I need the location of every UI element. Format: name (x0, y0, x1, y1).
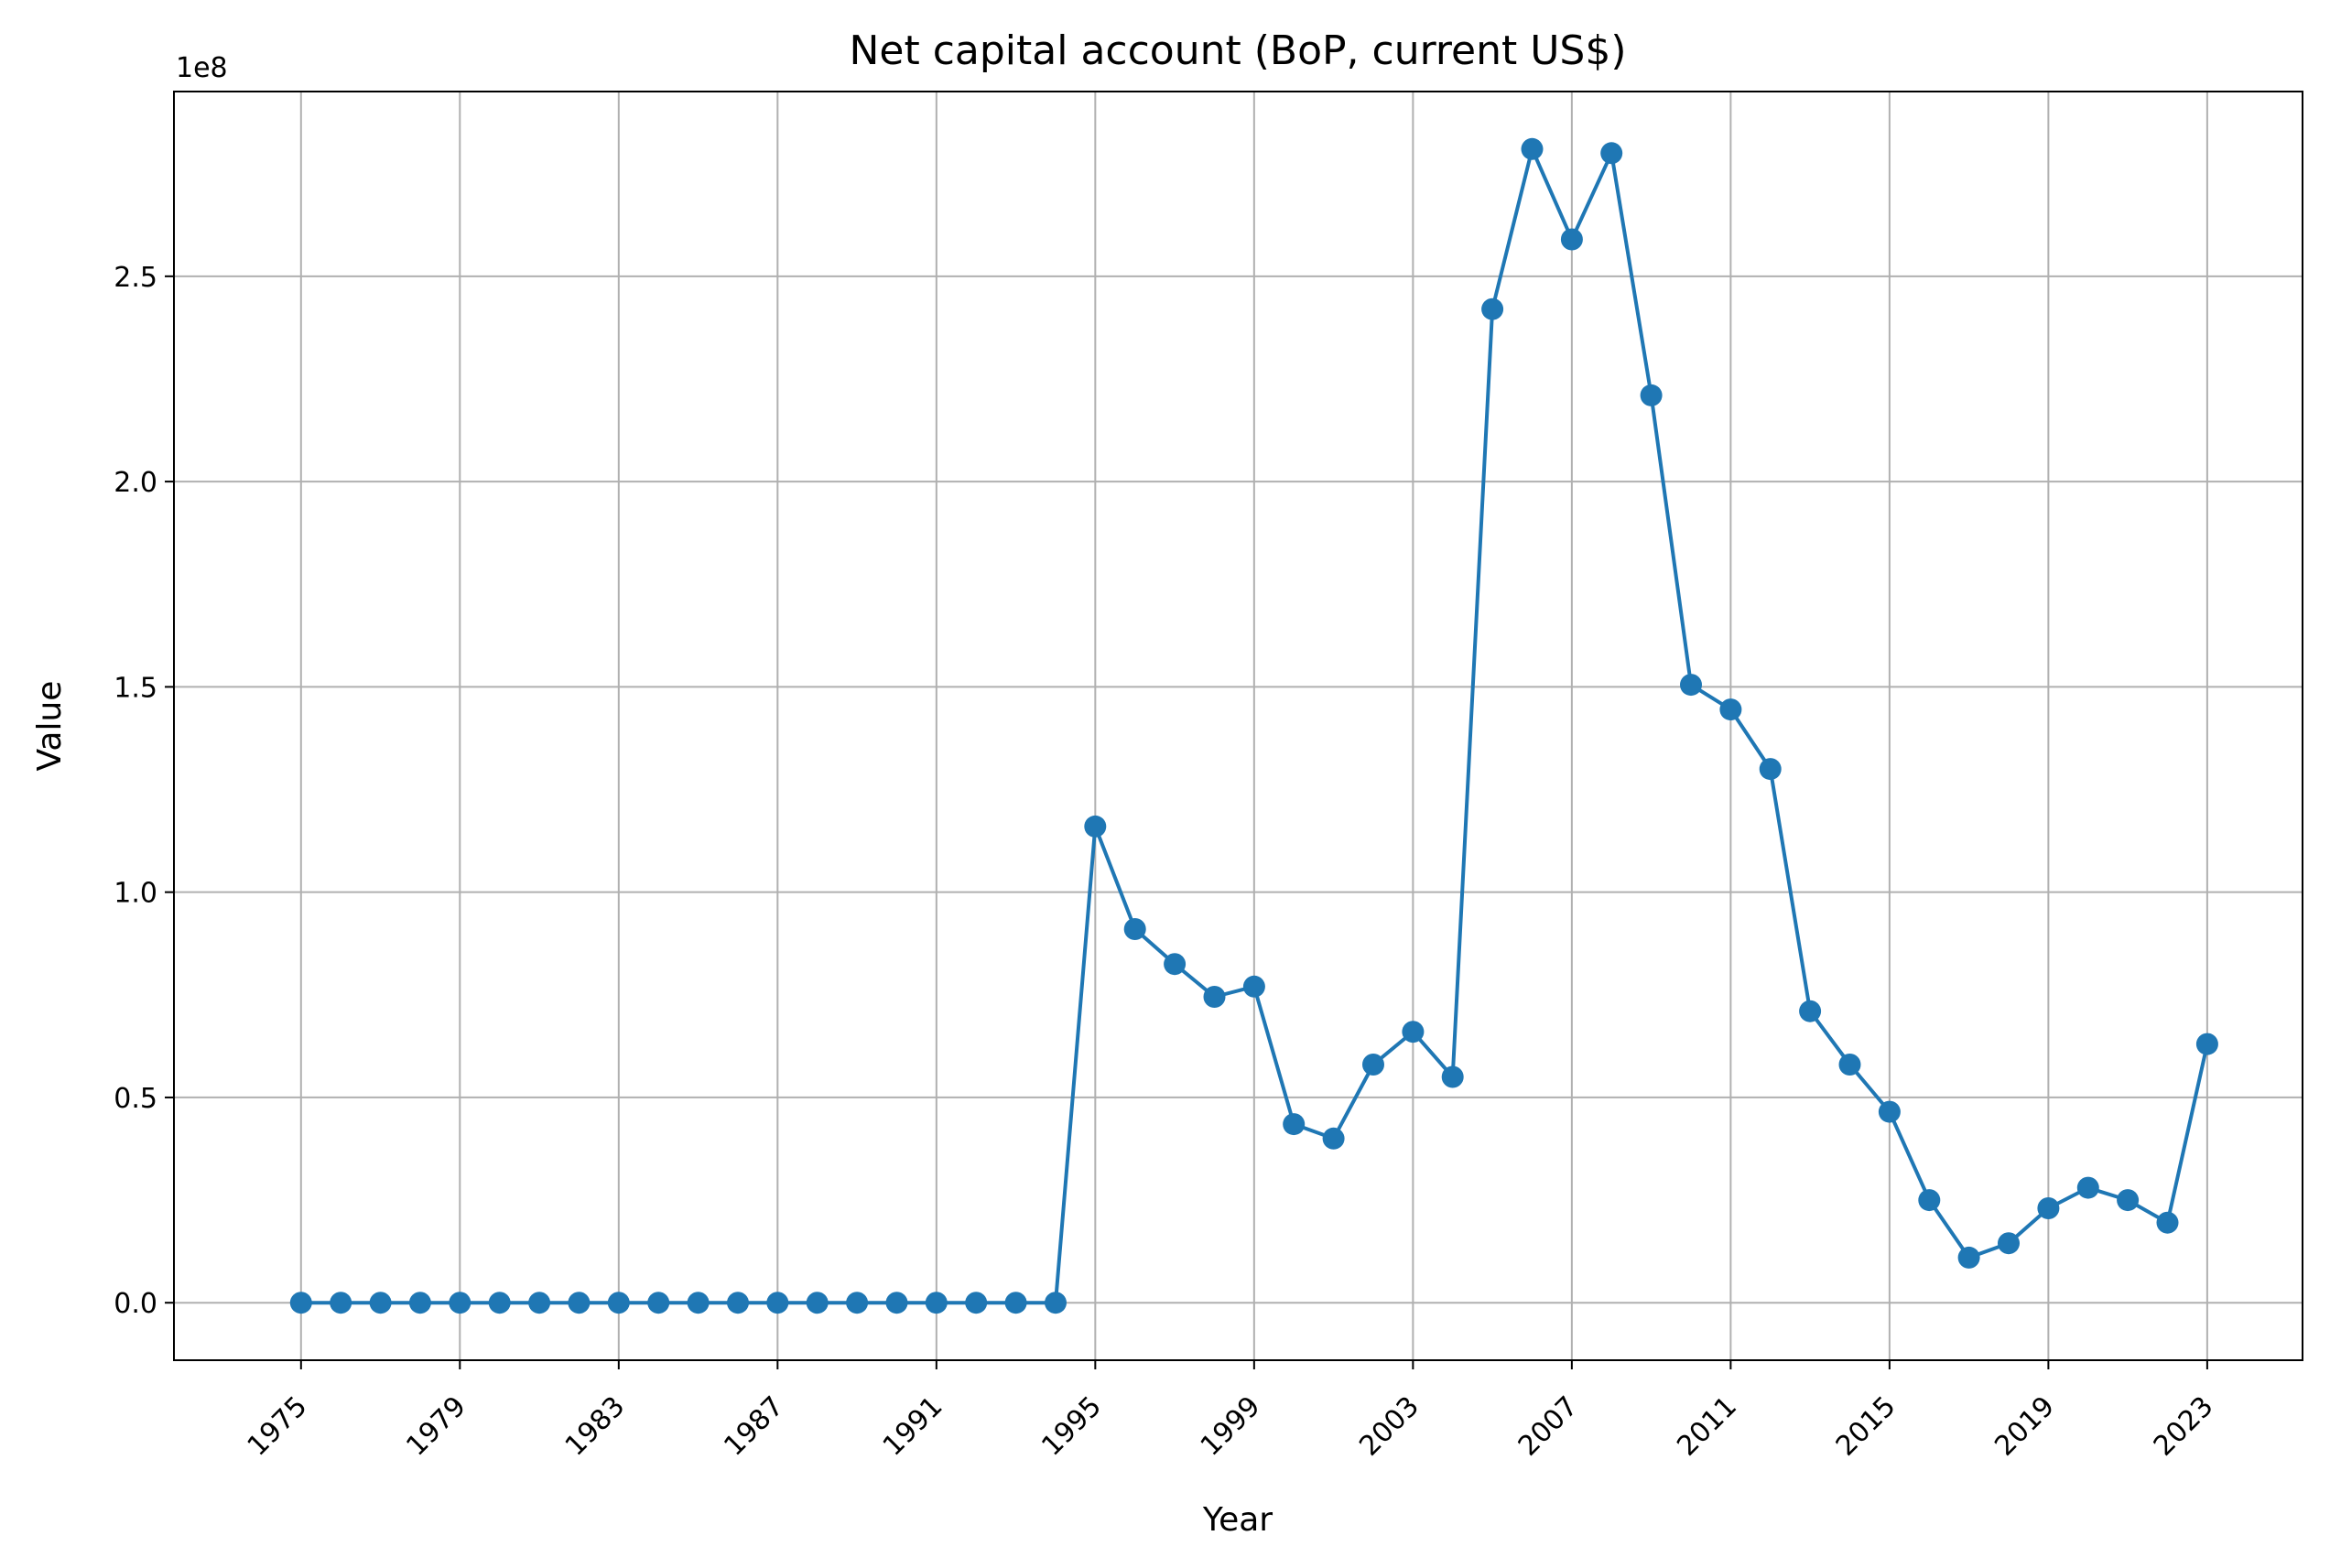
data-point (1957, 1246, 1980, 1269)
y-tick-label: 1.5 (114, 672, 157, 704)
data-point (1402, 1021, 1425, 1044)
data-point (2037, 1197, 2060, 1219)
plot-frame (173, 91, 2303, 1361)
data-point (1441, 1065, 1464, 1088)
data-point (1560, 228, 1583, 251)
y-tick-label: 1.0 (114, 878, 157, 910)
series (289, 137, 2218, 1314)
data-point (488, 1292, 511, 1314)
data-point (925, 1292, 948, 1314)
data-point (330, 1292, 352, 1314)
data-point (1283, 1113, 1306, 1136)
data-point (1322, 1127, 1345, 1150)
y-tick-label: 0.0 (114, 1288, 157, 1320)
data-point (766, 1292, 789, 1314)
data-point (1838, 1054, 1861, 1076)
data-point (1362, 1054, 1384, 1076)
data-point (1719, 698, 1742, 721)
data-point (846, 1292, 869, 1314)
grid (174, 92, 2303, 1360)
data-point (1084, 815, 1107, 838)
chart-title: Net capital account (BoP, current US$) (849, 27, 1626, 74)
y-offset-label: 1e8 (176, 52, 228, 84)
data-point (1998, 1232, 2020, 1255)
data-point (687, 1292, 710, 1314)
y-tick-label: 2.5 (114, 262, 157, 294)
data-point (528, 1292, 551, 1314)
data-point (1640, 384, 1663, 406)
data-point (965, 1292, 988, 1314)
data-point (568, 1292, 591, 1314)
data-point (2076, 1176, 2099, 1199)
data-point (1878, 1100, 1901, 1123)
data-point (1242, 975, 1265, 998)
data-point (289, 1292, 312, 1314)
y-tick-label: 0.5 (114, 1083, 157, 1115)
data-point (449, 1292, 471, 1314)
data-point (1759, 758, 1782, 781)
data-point (607, 1292, 630, 1314)
data-point (1004, 1292, 1027, 1314)
y-tick-label: 2.0 (114, 467, 157, 499)
data-point (885, 1292, 908, 1314)
data-point (727, 1292, 749, 1314)
data-point (1164, 953, 1187, 976)
data-point (1045, 1292, 1067, 1314)
data-point (1521, 137, 1544, 160)
x-axis-label: Year (1202, 1501, 1273, 1539)
data-point (1680, 674, 1702, 697)
data-point (1600, 142, 1623, 165)
data-point (1799, 1000, 1822, 1022)
data-point (369, 1292, 392, 1314)
data-point (1481, 297, 1504, 320)
data-point (2156, 1211, 2179, 1234)
data-point (1203, 986, 1226, 1008)
data-point (1123, 918, 1146, 940)
data-point (1918, 1189, 1941, 1212)
data-point (408, 1292, 431, 1314)
data-point (647, 1292, 670, 1314)
data-point (2117, 1189, 2140, 1212)
data-point (806, 1292, 829, 1314)
data-point (2195, 1033, 2218, 1055)
y-axis-label: Value (31, 681, 69, 772)
